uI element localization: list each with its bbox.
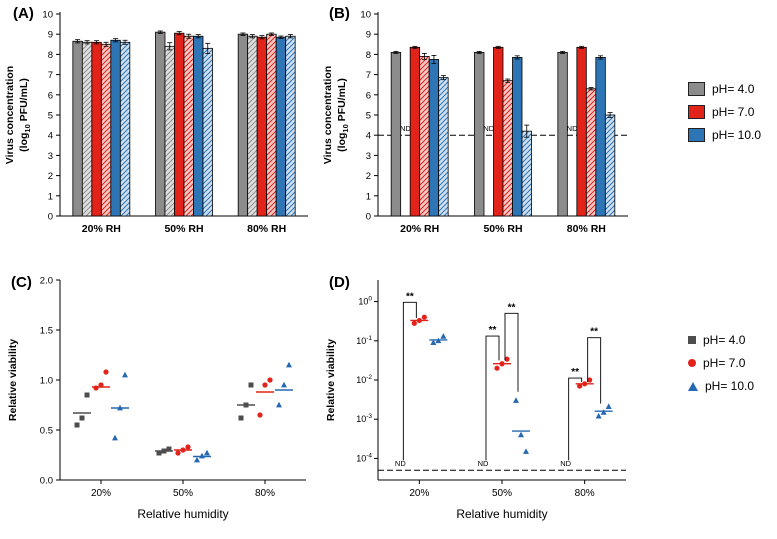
svg-text:10-4: 10-4 [356,452,372,463]
svg-text:**: ** [406,291,414,302]
legend-bars: pH= 4.0 pH= 7.0 pH= 10.0 [688,82,761,151]
legend-label: pH= 7.0 [712,105,755,119]
svg-text:Virus concentration: Virus concentration [4,66,16,164]
svg-text:20%: 20% [91,488,111,499]
svg-text:0: 0 [48,212,53,223]
panel-a-bar-chart: 0 1 2 3 4 5 6 7 8 9 10 Virus concentration (log10 PF… [4,10,308,235]
svg-text:ND: ND [400,124,411,133]
svg-text:10-2: 10-2 [356,374,372,385]
svg-text:4: 4 [48,131,53,142]
legend-label: pH= 7.0 [703,356,746,370]
svg-text:ND: ND [478,459,489,468]
svg-text:3: 3 [366,151,371,162]
svg-text:Relative humidity: Relative humidity [456,507,547,521]
legend-label: pH= 10.0 [712,128,762,142]
legend-item: pH= 7.0 [688,105,761,119]
svg-text:80% RH: 80% RH [247,223,286,235]
svg-text:80%: 80% [575,488,595,499]
svg-text:20% RH: 20% RH [82,223,121,235]
legend-label: pH= 10.0 [705,379,755,393]
svg-text:50%: 50% [492,488,512,499]
svg-text:9: 9 [48,30,53,41]
panel-d-scatter-chart: 100 10-1 10-2 10-3 10-4 Relative viability 20%… [325,280,626,521]
svg-text:ND: ND [395,459,406,468]
legend-swatch-ph4 [688,82,705,96]
svg-text:10-1: 10-1 [356,335,372,346]
legend-label: pH= 4.0 [712,82,755,96]
svg-text:9: 9 [366,30,371,41]
svg-text:ND: ND [560,459,571,468]
svg-text:7: 7 [48,70,53,81]
svg-text:4: 4 [366,131,371,142]
panel-b-bar-chart: 0 1 2 3 4 5 6 7 8 9 10 Virus concentration (log10 PF… [322,10,628,235]
svg-text:20%: 20% [409,488,429,499]
svg-text:0.0: 0.0 [40,476,53,487]
panel-label-d: (D) [329,274,350,291]
svg-text:(log10 PFU/mL): (log10 PFU/mL) [336,78,350,152]
svg-text:7: 7 [366,70,371,81]
svg-text:Relative humidity: Relative humidity [137,507,228,521]
panel-label-c: (C) [11,274,32,291]
svg-text:2.0: 2.0 [40,276,53,287]
svg-text:8: 8 [366,50,371,61]
svg-text:1.5: 1.5 [40,326,53,337]
svg-text:100: 100 [358,296,372,307]
legend-circle-marker [688,359,696,367]
legend-label: pH= 4.0 [703,333,746,347]
svg-text:0.5: 0.5 [40,426,53,437]
svg-text:**: ** [508,302,516,313]
svg-text:1.0: 1.0 [40,376,53,387]
svg-text:**: ** [590,327,598,338]
legend-item: pH= 10.0 [688,128,761,142]
legend-swatch-ph7 [688,105,705,119]
legend-square-marker [688,336,696,344]
panel-label-b: (B) [329,5,350,22]
svg-text:Virus concentration: Virus concentration [322,66,334,164]
svg-text:50%: 50% [173,488,193,499]
svg-text:6: 6 [48,90,53,101]
svg-text:3: 3 [48,151,53,162]
svg-text:50% RH: 50% RH [164,223,203,235]
svg-text:**: ** [571,367,579,378]
panel-label-a: (A) [13,5,34,22]
svg-text:1: 1 [48,191,53,202]
svg-text:10: 10 [360,10,371,21]
svg-text:5: 5 [366,111,371,122]
svg-text:ND: ND [483,124,494,133]
legend-triangle-marker [688,381,698,391]
svg-text:6: 6 [366,90,371,101]
legend-item: pH= 10.0 [688,379,754,393]
svg-text:**: ** [489,325,497,336]
legend-swatch-ph10 [688,128,705,142]
svg-text:2: 2 [48,171,53,182]
svg-text:2: 2 [366,171,371,182]
svg-text:(log10 PFU/mL): (log10 PFU/mL) [18,78,32,152]
svg-text:80% RH: 80% RH [567,223,606,235]
svg-text:ND: ND [567,124,578,133]
svg-text:1: 1 [366,191,371,202]
svg-text:8: 8 [48,50,53,61]
svg-text:Relative viability: Relative viability [325,339,337,421]
svg-text:10-3: 10-3 [356,413,372,424]
svg-text:80%: 80% [255,488,275,499]
legend-item: pH= 4.0 [688,82,761,96]
svg-text:5: 5 [48,111,53,122]
svg-text:Relative viability: Relative viability [7,339,19,421]
legend-item: pH= 4.0 [688,333,754,347]
svg-text:20% RH: 20% RH [400,223,439,235]
svg-text:10: 10 [42,10,53,21]
svg-text:50% RH: 50% RH [483,223,522,235]
svg-text:0: 0 [366,212,371,223]
legend-markers: pH= 4.0 pH= 7.0 pH= 10.0 [688,333,754,402]
legend-item: pH= 7.0 [688,356,754,370]
panel-c-scatter-chart: 0.0 0.5 1.0 1.5 2.0 Relative viability 20% 50% 8… [7,276,306,521]
